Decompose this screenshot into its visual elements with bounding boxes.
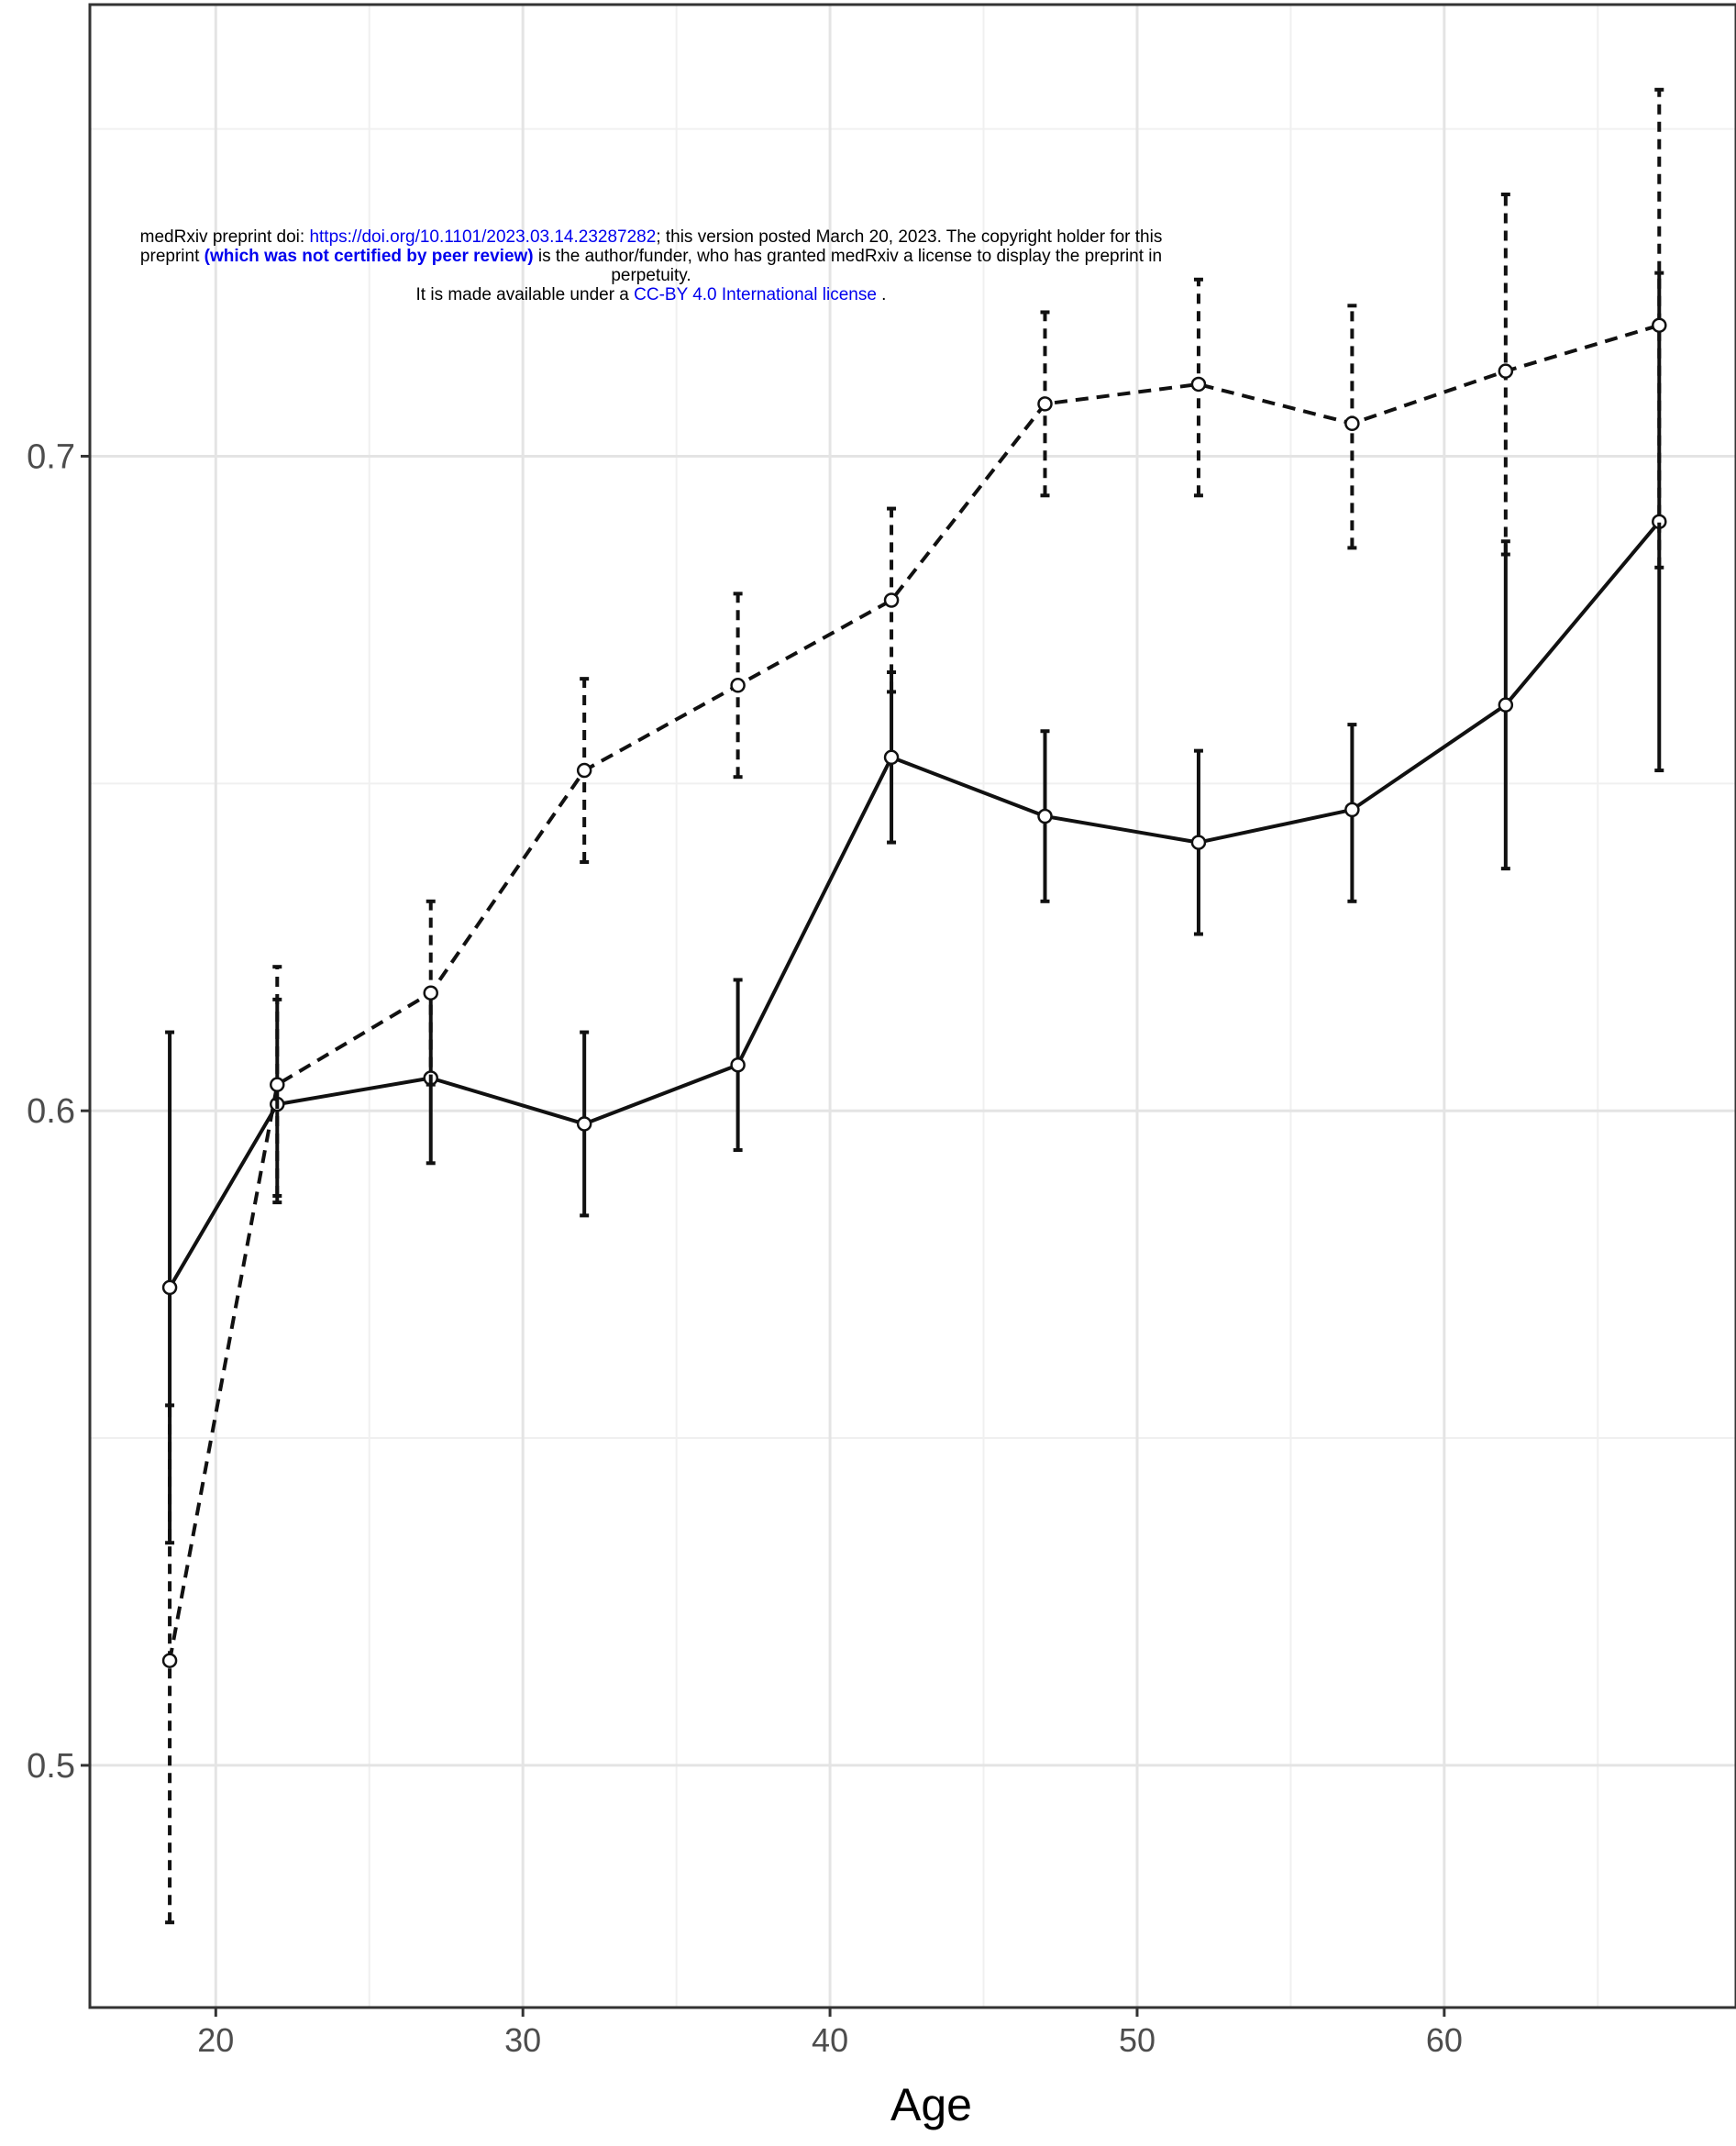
solid-series-line — [168, 520, 1661, 1289]
x-tick-label: 50 — [1119, 2021, 1155, 2059]
error-bar — [165, 1403, 175, 1925]
data-point — [423, 985, 438, 1001]
y-tick-label: 0.5 — [27, 1747, 75, 1786]
data-point — [1344, 415, 1360, 432]
error-bar — [1347, 304, 1357, 550]
plot-panel-border — [88, 3, 1736, 2009]
axis-layer: 20 30 40 50 60 0.5 0.6 0.7 — [27, 437, 1463, 2059]
data-point — [576, 762, 592, 779]
license-link[interactable]: CC-BY 4.0 International license — [634, 285, 877, 304]
data-point — [1498, 363, 1514, 379]
notice-line2-prefix: preprint — [139, 247, 205, 266]
x-tick-label: 30 — [504, 2021, 541, 2059]
data-point — [883, 592, 900, 608]
data-point — [1037, 396, 1053, 412]
dashed-series-line — [168, 323, 1660, 1662]
notice-line1-suffix: ; this version posted March 20, 2023. Th… — [656, 227, 1163, 247]
notice-line-4: It is made available under a CC-BY 4.0 I… — [55, 285, 1247, 304]
notice-line1-prefix: medRxiv preprint doi: — [139, 227, 310, 247]
notice-line-3: perpetuity. — [611, 266, 691, 285]
series-layer — [161, 87, 1667, 1925]
data-point — [1498, 697, 1514, 713]
grid-layer — [90, 5, 1736, 2008]
series-dashed — [161, 87, 1667, 1925]
data-point — [161, 1279, 178, 1296]
notice-line-2: preprint (which was not certified by pee… — [55, 247, 1247, 266]
y-tick-label: 0.6 — [27, 1092, 75, 1131]
error-bar — [1654, 87, 1664, 570]
data-point — [1652, 317, 1667, 333]
preprint-notice: medRxiv preprint doi: https://doi.org/10… — [55, 227, 1247, 304]
series-solid — [161, 271, 1667, 1545]
notice-line4-suffix: . — [876, 285, 887, 304]
data-point — [270, 1077, 285, 1092]
data-point — [576, 1116, 592, 1132]
doi-link[interactable]: https://doi.org/10.1101/2023.03.14.23287… — [309, 227, 657, 247]
peer-review-link[interactable]: (which was not certified by peer review) — [204, 247, 534, 266]
data-point — [1190, 835, 1207, 850]
x-tick-label: 60 — [1426, 2021, 1463, 2059]
data-point — [161, 1653, 178, 1668]
x-axis-title: Age — [890, 2079, 972, 2130]
data-point — [1190, 376, 1207, 393]
data-point — [1344, 802, 1360, 818]
data-point — [883, 749, 900, 766]
x-tick-label: 20 — [197, 2021, 234, 2059]
data-point — [730, 1056, 746, 1073]
notice-line2-suffix: is the author/funder, who has granted me… — [533, 247, 1163, 266]
x-tick-label: 40 — [812, 2021, 848, 2059]
data-point — [1037, 808, 1053, 824]
data-point — [730, 678, 746, 693]
notice-line-1: medRxiv preprint doi: https://doi.org/10… — [55, 227, 1247, 247]
y-tick-label: 0.7 — [27, 437, 75, 476]
notice-line4-prefix: It is made available under a — [415, 285, 635, 304]
